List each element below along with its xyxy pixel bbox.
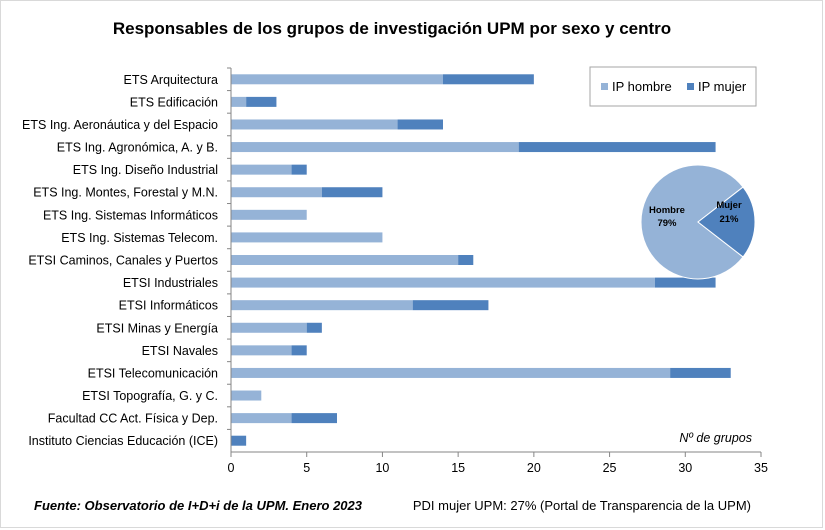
source-footnote: Fuente: Observatorio de I+D+i de la UPM.… [34, 498, 363, 513]
bar-ip-mujer-ets-arquitectura [443, 74, 534, 85]
x-tick-label: 15 [451, 461, 465, 475]
x-tick-label: 20 [527, 461, 541, 475]
bar-ip-hombre-ets-arquitectura [231, 74, 443, 85]
x-tick-label: 25 [603, 461, 617, 475]
legend-swatch-ip-mujer [687, 83, 694, 90]
pie-value-hombre: 79% [657, 218, 677, 229]
bar-ip-mujer-facultad-cc-act-fisica-y-dep [291, 413, 337, 424]
category-label-ets-edificacion: ETS Edificación [130, 95, 218, 109]
pie-value-mujer: 21% [719, 214, 739, 225]
bar-ip-mujer-ets-ing-montes-forestal-y-m-n [321, 187, 383, 198]
pie-slice-hombre [640, 164, 744, 280]
category-label-ets-ing-aeronautica-y-del-espacio: ETS Ing. Aeronáutica y del Espacio [22, 118, 218, 132]
bar-ip-hombre-etsi-caminos-canales-y-puertos [231, 255, 459, 265]
category-label-etsi-navales: ETSI Navales [142, 344, 218, 358]
legend-label-ip-hombre: IP hombre [612, 79, 672, 94]
pie-slice-mujer [697, 186, 756, 258]
bar-ip-mujer-ets-ing-agronomica-a-y-b [518, 142, 716, 153]
bar-ip-mujer-instituto-ciencias-educacion-ice [231, 435, 247, 446]
pie-chart: Hombre 79% Mujer 21% [640, 164, 756, 280]
bar-ip-mujer-etsi-navales [291, 345, 307, 356]
bar-ip-hombre-ets-ing-diseno-industrial [231, 164, 292, 175]
category-labels: ETS Arquitectura ETS Edificación ETS Ing. … [22, 67, 231, 448]
category-label-ets-ing-sistemas-telecom: ETS Ing. Sistemas Telecom. [61, 231, 218, 245]
category-label-ets-arquitectura: ETS Arquitectura [124, 73, 219, 87]
category-label-ets-ing-agronomica-a-y-b: ETS Ing. Agronómica, A. y B. [57, 141, 218, 155]
pie-label-mujer: Mujer [716, 200, 742, 211]
bar-ip-mujer-ets-edificacion [246, 96, 277, 107]
pdi-footnote: PDI mujer UPM: 27% (Portal de Transparen… [413, 498, 751, 513]
bar-ip-mujer-ets-ing-diseno-industrial [291, 164, 307, 175]
bar-ip-hombre-ets-ing-sistemas-telecom [231, 232, 383, 243]
x-axis-ticks: 0 5 10 15 20 25 30 35 [228, 452, 768, 475]
category-label-etsi-caminos-canales-y-puertos: ETSI Caminos, Canales y Puertos [28, 254, 218, 268]
bar-ip-mujer-etsi-informaticos [412, 300, 489, 311]
legend-swatch-ip-hombre [601, 83, 608, 90]
legend-label-ip-mujer: IP mujer [698, 79, 747, 94]
legend: IP hombre IP mujer [589, 66, 757, 107]
x-tick-label: 5 [303, 461, 310, 475]
bar-ip-hombre-etsi-minas-y-energia [231, 322, 307, 333]
bar-ip-hombre-etsi-telecomunicacion [231, 367, 671, 378]
category-label-facultad-cc-act-fisica-y-dep: Facultad CC Act. Física y Dep. [48, 412, 218, 426]
x-tick-label: 35 [754, 461, 768, 475]
category-label-etsi-minas-y-energia: ETSI Minas y Energía [96, 321, 218, 335]
bar-ip-hombre-etsi-informaticos [231, 300, 413, 311]
bar-ip-hombre-etsi-navales [231, 345, 292, 356]
pie-label-hombre: Hombre [649, 205, 685, 216]
bar-ip-hombre-ets-edificacion [231, 96, 247, 107]
x-tick-label: 10 [375, 461, 389, 475]
bars [231, 74, 731, 446]
category-label-ets-ing-montes-forestal-y-m-n: ETS Ing. Montes, Forestal y M.N. [33, 186, 218, 200]
bar-ip-hombre-ets-ing-agronomica-a-y-b [231, 142, 519, 153]
bar-ip-hombre-etsi-topografia-g-y-c [231, 390, 262, 401]
x-axis-title: Nº de grupos [679, 431, 752, 445]
legend-box [589, 66, 757, 107]
chart-title: Responsables de los grupos de investigac… [113, 19, 671, 38]
category-label-instituto-ciencias-educacion-ice: Instituto Ciencias Educación (ICE) [28, 434, 218, 448]
category-label-etsi-telecomunicacion: ETSI Telecomunicación [88, 366, 218, 380]
category-label-ets-ing-diseno-industrial: ETS Ing. Diseño Industrial [73, 163, 218, 177]
bar-ip-hombre-facultad-cc-act-fisica-y-dep [231, 413, 292, 424]
category-label-ets-ing-sistemas-informaticos: ETS Ing. Sistemas Informáticos [43, 208, 218, 222]
bar-ip-mujer-etsi-industriales [655, 277, 716, 288]
category-label-etsi-informaticos: ETSI Informáticos [119, 299, 218, 313]
bar-ip-hombre-ets-ing-sistemas-informaticos [231, 209, 307, 220]
bar-ip-hombre-ets-ing-montes-forestal-y-m-n [231, 187, 322, 198]
category-label-etsi-topografia-g-y-c: ETSI Topografía, G. y C. [82, 389, 218, 403]
category-label-etsi-industriales: ETSI Industriales [123, 276, 218, 290]
bar-ip-mujer-ets-ing-aeronautica-y-del-espacio [397, 119, 443, 130]
x-tick-label: 30 [678, 461, 692, 475]
bar-ip-mujer-etsi-minas-y-energia [306, 322, 322, 333]
bar-ip-mujer-etsi-caminos-canales-y-puertos [458, 255, 474, 265]
x-tick-label: 0 [228, 461, 235, 475]
bar-ip-hombre-ets-ing-aeronautica-y-del-espacio [231, 119, 398, 130]
bar-ip-mujer-etsi-telecomunicacion [670, 367, 731, 378]
bar-ip-hombre-etsi-industriales [231, 277, 655, 288]
